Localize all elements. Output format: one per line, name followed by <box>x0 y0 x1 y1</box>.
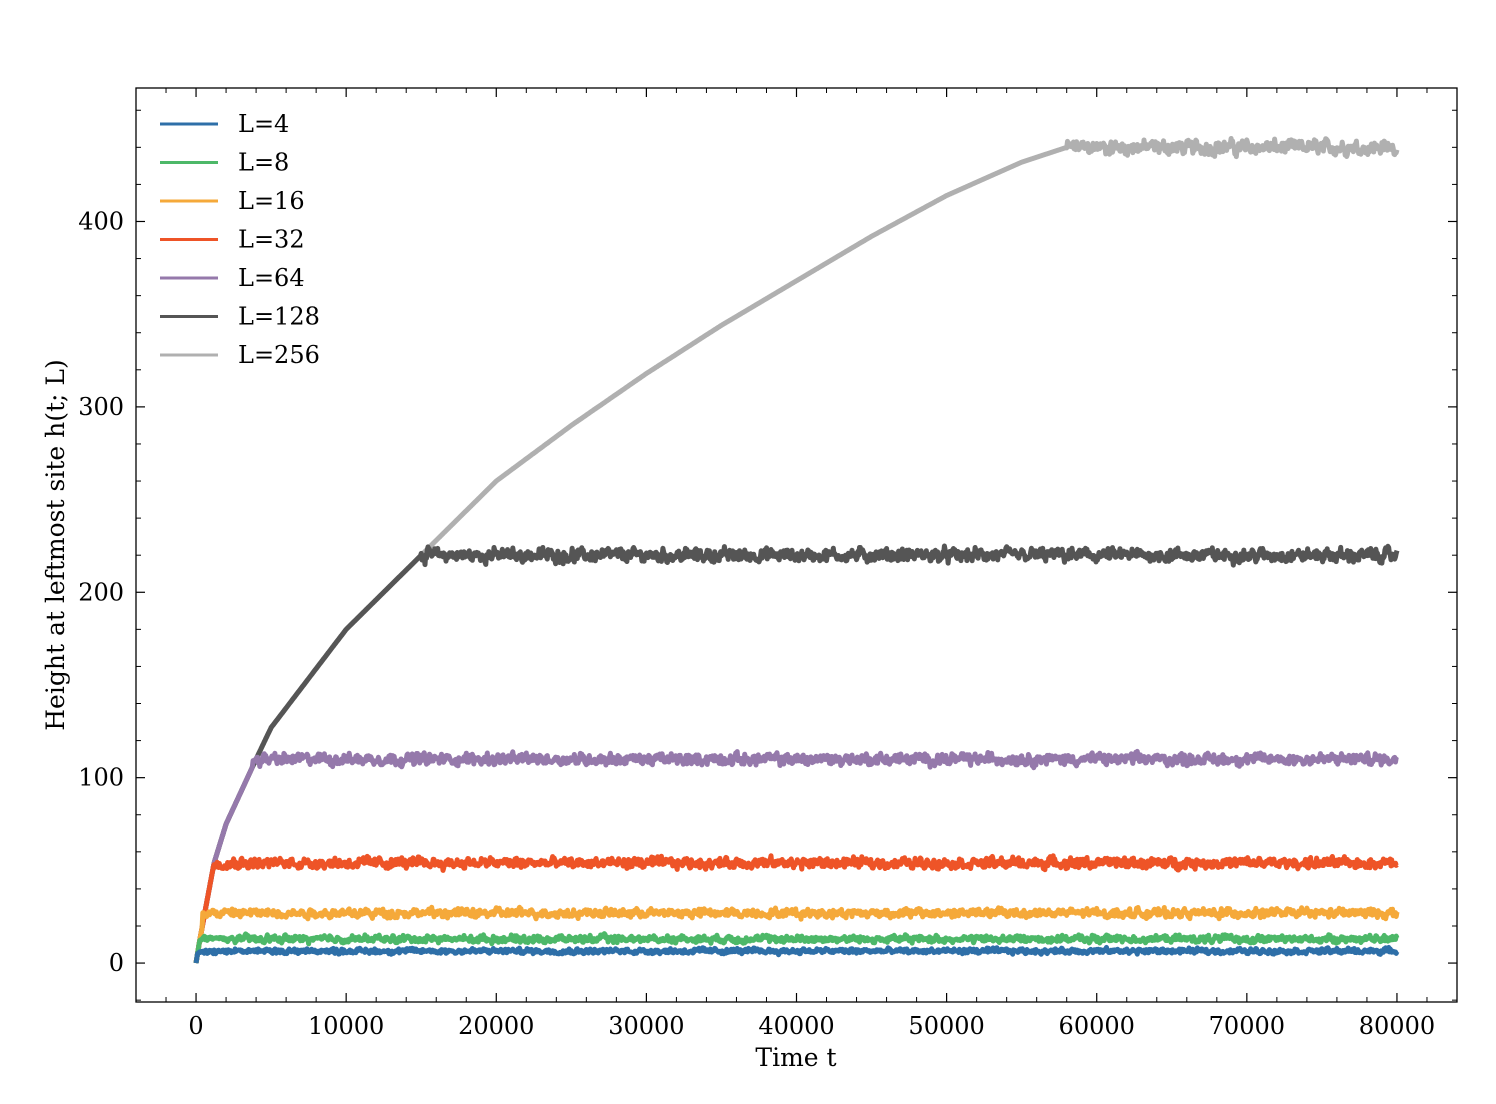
series-layer <box>193 136 1400 964</box>
legend-label: L=4 <box>238 110 289 138</box>
x-tick-label: 30000 <box>608 1012 684 1040</box>
x-tick-label: 10000 <box>308 1012 384 1040</box>
x-axis-label: Time t <box>755 1043 836 1072</box>
series-line-L=4 <box>193 944 1400 964</box>
y-tick-label: 300 <box>78 393 124 421</box>
plot-background <box>136 88 1457 1002</box>
series-line-L=64 <box>193 748 1399 964</box>
y-tick-label: 0 <box>109 949 124 977</box>
x-tick-label: 80000 <box>1359 1012 1435 1040</box>
x-tick-label: 0 <box>188 1012 203 1040</box>
x-tick-label: 70000 <box>1209 1012 1285 1040</box>
series-line-L=16 <box>193 904 1400 964</box>
y-axis-label: Height at leftmost site h(t; L) <box>41 359 70 731</box>
legend-label: L=16 <box>238 187 305 215</box>
series-line-L=8 <box>193 931 1400 964</box>
series-line-L=128 <box>193 543 1400 964</box>
legend-label: L=32 <box>238 226 305 254</box>
x-tick-label: 20000 <box>458 1012 534 1040</box>
y-tick-label: 400 <box>78 207 124 235</box>
x-tick-label: 50000 <box>908 1012 984 1040</box>
y-tick-label: 100 <box>78 764 124 792</box>
x-tick-label: 60000 <box>1059 1012 1135 1040</box>
legend-label: L=64 <box>238 264 305 292</box>
legend-label: L=8 <box>238 149 289 177</box>
legend: L=4 L=8 L=16 L=32 L=64 L=128 L=256 <box>160 110 320 369</box>
ticks-layer: 0 10000 20000 30000 40000 50000 60000 70000 8000… <box>78 88 1458 1040</box>
legend-label: L=256 <box>238 341 320 369</box>
legend-label: L=128 <box>238 303 320 331</box>
y-tick-label: 200 <box>78 578 124 606</box>
series-line-L=32 <box>193 853 1399 964</box>
x-tick-label: 40000 <box>758 1012 834 1040</box>
